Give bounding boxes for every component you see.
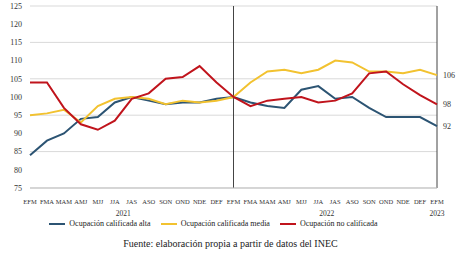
svg-text:MJJ: MJJ (92, 198, 103, 205)
svg-text:2021: 2021 (116, 209, 131, 218)
html-text:Fuente: elaboración propia a p: Fuente: elaboración propia a partir de d… (123, 238, 338, 249)
svg-text:JAS: JAS (330, 198, 341, 205)
html-text:Ocupación calificada alta: Ocupación calificada alta (69, 218, 151, 228)
svg-text:98: 98 (443, 100, 451, 109)
svg-text:100: 100 (10, 93, 22, 102)
svg-text:EFM: EFM (227, 198, 241, 205)
svg-text:EFM: EFM (430, 198, 444, 205)
svg-text:NDE: NDE (193, 198, 206, 205)
svg-text:FMA: FMA (243, 198, 257, 205)
svg-text:JJA: JJA (110, 198, 120, 205)
svg-text:OND: OND (379, 198, 393, 205)
svg-text:ASO: ASO (142, 198, 155, 205)
svg-text:AMJ: AMJ (278, 198, 291, 205)
svg-text:SON: SON (159, 198, 172, 205)
svg-text:JJA: JJA (313, 198, 323, 205)
svg-text:120: 120 (10, 20, 22, 29)
svg-text:125: 125 (10, 2, 22, 11)
svg-text:MAM: MAM (259, 198, 275, 205)
svg-text:105: 105 (10, 75, 22, 84)
svg-text:75: 75 (14, 184, 22, 193)
html-text:Ocupación no calificada: Ocupación no calificada (299, 218, 378, 228)
svg-text:2023: 2023 (430, 209, 445, 218)
svg-text:JAS: JAS (126, 198, 137, 205)
svg-text:110: 110 (10, 56, 22, 65)
svg-text:106: 106 (443, 71, 453, 80)
svg-text:NDE: NDE (396, 198, 409, 205)
svg-text:FMA: FMA (40, 198, 54, 205)
svg-text:SON: SON (363, 198, 376, 205)
svg-text:OND: OND (176, 198, 190, 205)
svg-text:85: 85 (14, 147, 22, 156)
svg-text:95: 95 (14, 111, 22, 120)
svg-text:MAM: MAM (56, 198, 72, 205)
svg-text:80: 80 (14, 166, 22, 175)
svg-text:115: 115 (10, 38, 22, 47)
svg-text:DEF: DEF (210, 198, 223, 205)
svg-text:92: 92 (443, 122, 451, 131)
svg-text:MJJ: MJJ (296, 198, 307, 205)
svg-text:EFM: EFM (23, 198, 37, 205)
svg-text:2022: 2022 (319, 209, 334, 218)
svg-text:AMJ: AMJ (74, 198, 87, 205)
svg-text:ASO: ASO (346, 198, 359, 205)
svg-text:DEF: DEF (414, 198, 427, 205)
svg-text:90: 90 (14, 129, 22, 138)
html-text:Ocupación calificada media: Ocupación calificada media (180, 218, 270, 228)
